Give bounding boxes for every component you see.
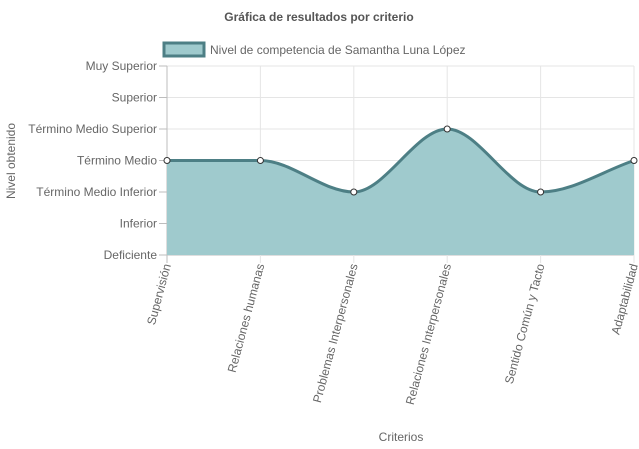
data-point[interactable] [537,188,545,196]
y-tick-label: Término Medio Inferior [36,185,157,199]
x-tick-label: Supervisión [144,262,174,326]
series-area [167,127,635,255]
y-tick-label: Inferior [120,217,157,231]
x-tick-label: Problemas Interpersonales [310,262,361,404]
data-point[interactable] [256,157,264,164]
data-point[interactable] [350,188,358,196]
x-axis-ticks: Supervisión Relaciones humanas Problemas I… [144,262,639,406]
y-tick-label: Superior [112,91,157,105]
legend[interactable]: Nivel de competencia de Samantha Luna Ló… [162,41,466,58]
y-tick-label: Deficiente [104,248,158,262]
y-tick-label: Muy Superior [86,59,157,73]
y-axis-title: Nivel obtenido [4,123,18,199]
legend-label: Nivel de competencia de Samantha Luna Ló… [210,43,466,57]
data-point[interactable] [443,125,451,133]
chart-title: Gráfica de resultados por criterio [224,10,413,24]
data-point[interactable] [630,157,638,164]
y-tick-label: Término Medio [77,154,157,168]
x-tick-label: Adaptabilidad [609,262,639,336]
legend-swatch [162,41,206,58]
x-tick-label: Relaciones humanas [225,262,268,374]
data-point[interactable] [163,157,171,164]
y-axis-ticks: Deficiente Inferior Término Medio Inferior… [28,59,157,262]
data-points [163,125,638,196]
area-fill [167,129,634,255]
x-axis-title: Criterios [379,430,424,444]
y-tick-label: Término Medio Superior [28,122,157,136]
x-tick-label: Relaciones Interpersonales [403,262,454,406]
x-tick-label: Sentido Común y Tacto [502,262,548,386]
